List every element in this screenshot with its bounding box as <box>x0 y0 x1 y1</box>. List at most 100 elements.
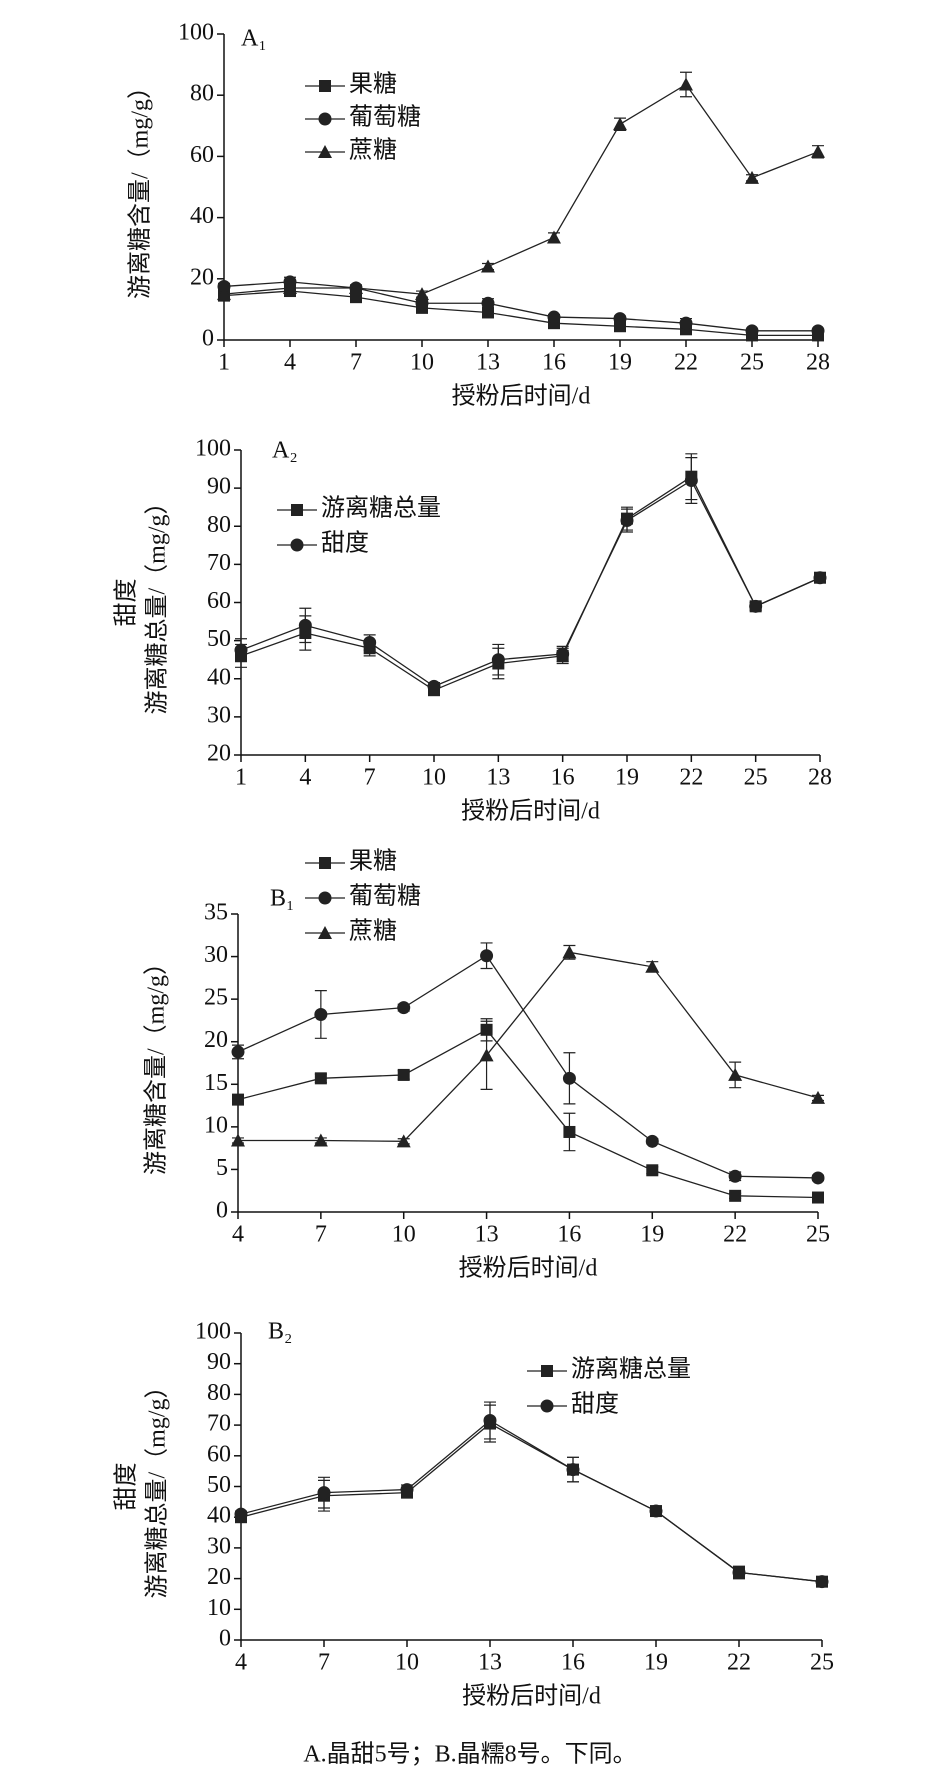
y-tick-label: 80 <box>207 512 231 538</box>
x-tick-label: 19 <box>615 765 639 791</box>
y-axis-label: 甜度 <box>113 579 140 627</box>
x-tick-label: 10 <box>392 1222 416 1248</box>
x-axis-label: 授粉后时间/d <box>461 798 600 825</box>
y-tick-label: 80 <box>190 81 214 107</box>
marker <box>645 1134 659 1148</box>
marker <box>481 259 495 273</box>
series-line <box>223 83 819 295</box>
marker <box>317 1486 331 1500</box>
y-tick-label: 50 <box>207 1472 231 1498</box>
marker <box>812 1191 824 1204</box>
marker <box>645 959 660 973</box>
x-tick-label: 28 <box>806 350 830 376</box>
x-axis-label: 授粉后时间/d <box>459 1255 598 1282</box>
y-tick-label: 100 <box>178 20 214 46</box>
x-tick-label: 19 <box>608 350 632 376</box>
marker <box>481 296 495 310</box>
x-tick-label: 22 <box>727 1650 751 1676</box>
marker <box>314 1007 328 1021</box>
marker <box>231 1045 245 1059</box>
x-tick-label: 10 <box>422 765 446 791</box>
y-tick-label: 70 <box>207 1411 231 1437</box>
y-axis-label: 游离糖含量/（mg/g） <box>143 951 170 1175</box>
marker <box>314 1072 327 1085</box>
marker <box>562 945 577 959</box>
x-tick-label: 28 <box>808 765 832 791</box>
x-tick-label: 7 <box>350 350 362 376</box>
legend-marker <box>291 504 303 516</box>
x-tick-label: 10 <box>395 1650 419 1676</box>
marker <box>745 324 759 338</box>
marker <box>649 1504 663 1518</box>
y-tick-label: 60 <box>207 1441 231 1467</box>
legend-label: 果糖 <box>349 848 397 875</box>
y-tick-label: 0 <box>219 1626 231 1652</box>
y-tick-label: 100 <box>195 1319 231 1345</box>
marker <box>397 1068 410 1081</box>
legend-marker <box>318 145 332 158</box>
marker <box>482 306 494 319</box>
x-tick-label: 13 <box>476 350 500 376</box>
marker <box>283 280 297 294</box>
series-line <box>238 951 819 1142</box>
y-axis-label: 甜度 <box>113 1463 140 1511</box>
marker <box>728 1067 743 1081</box>
x-tick-label: 4 <box>232 1222 244 1248</box>
y-tick-label: 25 <box>204 985 228 1011</box>
x-tick-label: 22 <box>674 350 698 376</box>
x-tick-label: 25 <box>810 1650 834 1676</box>
marker <box>749 599 763 613</box>
y-tick-label: 60 <box>207 588 231 614</box>
x-tick-label: 16 <box>561 1650 585 1676</box>
x-tick-label: 19 <box>644 1650 668 1676</box>
legend-label: 甜度 <box>321 530 369 557</box>
y-tick-label: 35 <box>204 900 228 926</box>
x-tick-label: 13 <box>478 1650 502 1676</box>
legend-marker <box>319 857 331 869</box>
marker <box>811 324 825 338</box>
marker <box>729 1189 742 1202</box>
y-tick-label: 80 <box>207 1380 231 1406</box>
marker <box>732 1565 746 1579</box>
legend-label: 蔗糖 <box>349 918 397 945</box>
y-tick-label: 10 <box>204 1112 228 1138</box>
x-tick-label: 16 <box>542 350 566 376</box>
y-tick-label: 15 <box>204 1070 228 1096</box>
panel-label: B₁ <box>270 886 294 912</box>
marker <box>479 1048 494 1062</box>
series-line <box>223 290 818 337</box>
y-tick-label: 30 <box>207 1533 231 1559</box>
marker <box>811 1090 825 1104</box>
y-tick-label: 30 <box>204 942 228 968</box>
y-tick-label: 90 <box>207 1349 231 1375</box>
marker <box>400 1483 414 1497</box>
marker <box>298 618 312 632</box>
x-tick-label: 22 <box>679 765 703 791</box>
legend-marker <box>318 891 332 905</box>
x-tick-label: 16 <box>557 1222 581 1248</box>
marker <box>562 1071 576 1085</box>
marker <box>563 1125 576 1138</box>
x-tick-label: 22 <box>723 1222 747 1248</box>
marker <box>217 279 231 293</box>
x-tick-label: 1 <box>218 350 230 376</box>
marker <box>556 647 570 661</box>
marker <box>483 1413 497 1427</box>
marker <box>679 77 693 91</box>
x-tick-label: 13 <box>475 1222 499 1248</box>
legend-marker <box>540 1399 554 1413</box>
marker <box>815 1575 829 1589</box>
legend-marker <box>318 112 332 126</box>
marker <box>491 653 505 667</box>
y-tick-label: 100 <box>195 436 231 462</box>
marker <box>313 1133 328 1147</box>
marker <box>745 170 759 184</box>
y-tick-label: 90 <box>207 474 231 500</box>
series-line <box>240 475 821 691</box>
legend-label: 甜度 <box>571 1391 619 1418</box>
x-tick-label: 16 <box>551 765 575 791</box>
marker <box>350 291 362 304</box>
y-tick-label: 5 <box>216 1155 228 1181</box>
marker <box>613 312 627 326</box>
x-axis-label: 授粉后时间/d <box>462 1683 601 1710</box>
